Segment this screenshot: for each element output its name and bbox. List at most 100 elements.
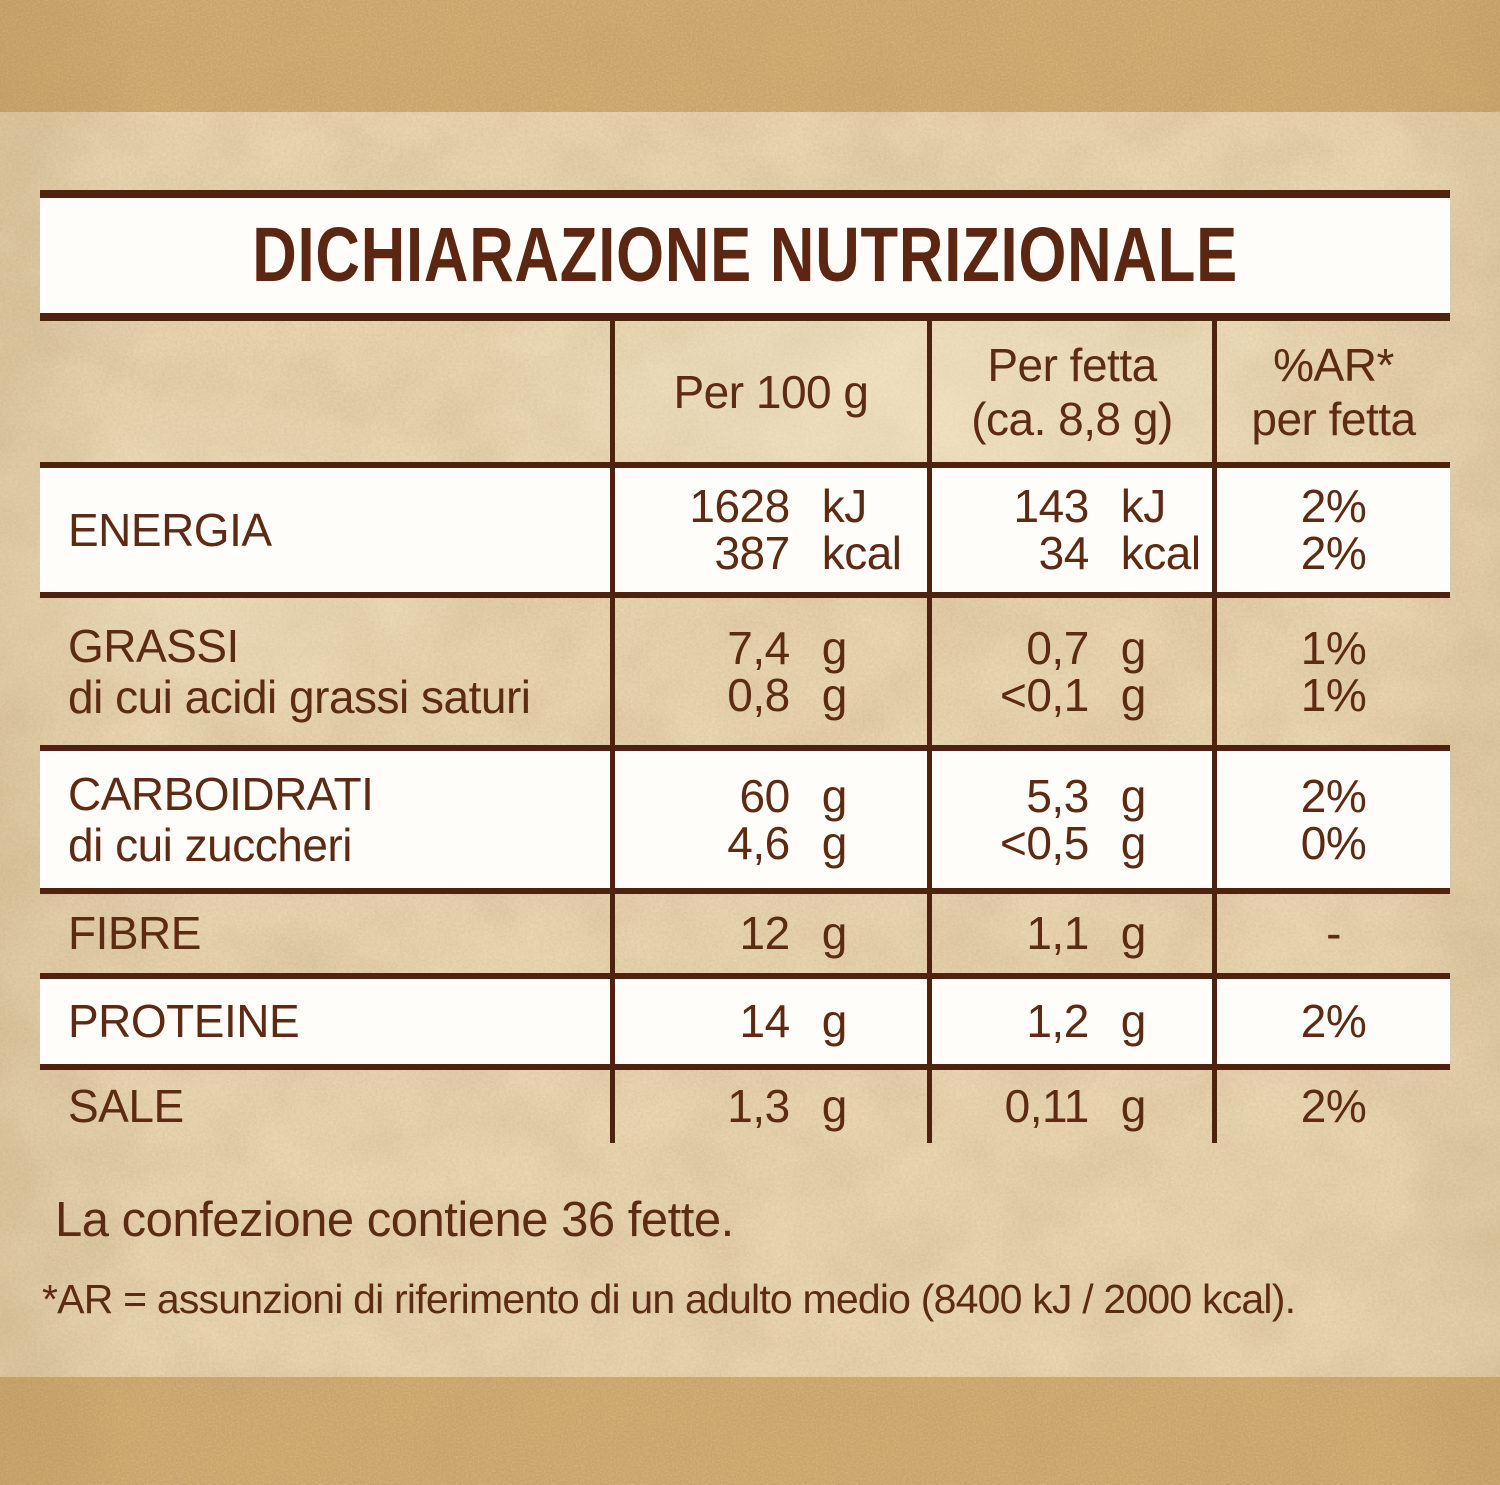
value-unit: g [821,668,848,721]
ar-percent-value: 2% [1300,527,1367,579]
value-number: 0,11 [1004,1080,1090,1132]
value-unit: g [821,1080,848,1132]
row-label: PROTEINE [68,995,300,1047]
value-unit: g [821,621,848,674]
ar-percent-value: 1% [1300,621,1367,674]
row-label-cell: ENERGIA [40,468,610,592]
value-unit: g [1120,907,1147,959]
value-cell-per-fetta: 0,11 g [927,1070,1212,1143]
ar-percent-cell: 2% [1212,979,1450,1064]
ar-percent-value: 2% [1300,995,1367,1047]
row-label-cell: CARBOIDRATI di cui zuccheri [40,751,610,888]
value-line: 4,6 g [615,816,927,869]
value-unit: g [1120,668,1147,721]
ar-percent-value: 2% [1300,769,1367,822]
value-number: 12 [739,907,791,959]
ar-reference-note: *AR = assunzioni di riferimento di un ad… [42,1276,1296,1322]
ar-percent-cell: - [1212,894,1450,973]
row-label: FIBRE [68,907,201,959]
value-unit: kJ [821,480,868,532]
value-cell-per-100g: 14 g [610,979,927,1064]
row-label: di cui acidi grassi saturi [68,670,531,723]
value-line: 1,1 g [932,910,1212,957]
table-row-energia: ENERGIA 1628 kJ 387 kcal 143 kJ 34 kcal 2% 2% [40,468,1450,598]
ar-percent-cell: 2% 2% [1212,468,1450,592]
value-line: 5,3 g [932,769,1212,822]
ar-percent-value: 1% [1300,668,1367,721]
row-label: SALE [68,1080,184,1132]
value-line: 0,8 g [615,668,927,721]
table-body: ENERGIA 1628 kJ 387 kcal 143 kJ 34 kcal 2% 2% GRASS… [40,468,1450,1143]
ar-percent-value: 2% [1300,1080,1367,1132]
value-line: 0,11 g [932,1083,1212,1130]
value-unit: g [821,816,848,869]
value-number: 60 [739,769,791,822]
row-label-cell: PROTEINE [40,979,610,1064]
value-unit: g [1120,769,1147,822]
row-label: di cui zuccheri [68,818,352,871]
value-number: 0,8 [727,668,790,721]
value-number: 4,6 [727,816,790,869]
value-cell-per-fetta: 143 kJ 34 kcal [927,468,1212,592]
value-line: <0,5 g [932,816,1212,869]
value-unit: kJ [1120,480,1167,532]
value-number: <0,5 [999,816,1089,869]
value-unit: g [1120,621,1147,674]
value-line: 14 g [615,998,927,1045]
value-line: 1,2 g [932,998,1212,1045]
value-unit: g [821,769,848,822]
value-cell-per-100g: 12 g [610,894,927,973]
row-label: CARBOIDRATI [68,767,374,820]
table-row-grassi: GRASSI di cui acidi grassi saturi 7,4 g 0,8 g… [40,598,1450,751]
table-row-carboidrati: CARBOIDRATI di cui zuccheri 60 g 4,6 g 5,3 g <0,… [40,751,1450,894]
ar-percent-cell: 1% 1% [1212,598,1450,745]
row-label-cell: GRASSI di cui acidi grassi saturi [40,598,610,745]
value-line: 34 kcal [932,530,1212,577]
value-line: 12 g [615,910,927,957]
value-number: <0,1 [999,668,1089,721]
title-bar: DICHIARAZIONE NUTRIZIONALE [40,190,1450,321]
value-cell-per-100g: 7,4 g 0,8 g [610,598,927,745]
ar-percent-cell: 2% [1212,1070,1450,1143]
row-label: ENERGIA [68,503,272,556]
ar-percent-cell: 2% 0% [1212,751,1450,888]
value-number: 1,2 [1026,995,1089,1047]
value-unit: kcal [1120,527,1201,579]
value-unit: g [821,907,848,959]
value-number: 1628 [689,480,790,532]
table-header-row: Per 100 g Per fetta (ca. 8,8 g) %AR* per… [40,321,1450,468]
value-number: 7,4 [727,621,790,674]
ar-percent-value: - [1326,907,1341,959]
nutrition-table: Per 100 g Per fetta (ca. 8,8 g) %AR* per… [40,321,1450,1143]
row-label: GRASSI [68,619,239,672]
value-number: 0,7 [1026,621,1089,674]
row-label-cell: SALE [40,1070,610,1143]
value-unit: g [821,995,848,1047]
value-cell-per-fetta: 5,3 g <0,5 g [927,751,1212,888]
value-line: 1628 kJ [615,483,927,530]
value-number: 34 [1038,527,1090,579]
table-row-fibre: FIBRE 12 g 1,1 g - [40,894,1450,979]
value-number: 1,1 [1026,907,1089,959]
header-per-fetta: Per fetta (ca. 8,8 g) [927,321,1212,462]
row-label-cell: FIBRE [40,894,610,973]
ar-percent-value: 2% [1300,480,1367,532]
table-row-proteine: PROTEINE 14 g 1,2 g 2% [40,979,1450,1070]
value-number: 1,3 [727,1080,790,1132]
value-cell-per-fetta: 1,2 g [927,979,1212,1064]
ar-percent-value: 0% [1300,816,1367,869]
value-cell-per-fetta: 1,1 g [927,894,1212,973]
header-empty-cell [40,321,610,462]
value-line: 7,4 g [615,621,927,674]
value-number: 5,3 [1026,769,1089,822]
value-line: 1,3 g [615,1083,927,1130]
page-title: DICHIARAZIONE NUTRIZIONALE [252,212,1238,298]
value-number: 387 [714,527,790,579]
value-number: 143 [1013,480,1090,532]
value-unit: g [1120,1080,1147,1132]
header-ar-per-fetta: %AR* per fetta [1212,321,1450,462]
value-unit: g [1120,995,1147,1047]
value-cell-per-100g: 60 g 4,6 g [610,751,927,888]
table-row-sale: SALE 1,3 g 0,11 g 2% [40,1070,1450,1143]
